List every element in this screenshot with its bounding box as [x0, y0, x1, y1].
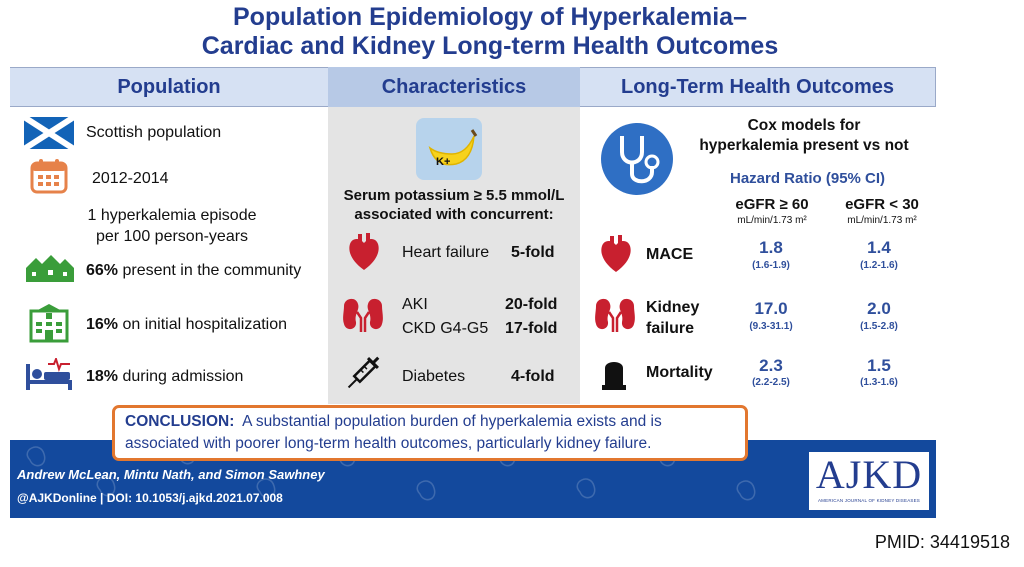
kidney-failure-label: Kidney failure	[646, 297, 699, 339]
egfr-low-unit: mL/min/1.73 m²	[847, 215, 917, 226]
community-label: present in the community	[118, 262, 302, 279]
header-outcomes: Long-Term Health Outcomes	[580, 67, 936, 107]
stethoscope-icon	[600, 122, 674, 201]
kidney-high-value: 17.0	[754, 299, 788, 318]
kidney-failure-icon	[592, 296, 638, 339]
heart-failure-label: Heart failure	[402, 244, 490, 261]
header-population: Population	[10, 67, 328, 107]
aki-value: 20-fold	[505, 296, 558, 313]
mace-high-value: 1.8	[759, 238, 783, 257]
kidney-label-line-2: failure	[646, 320, 695, 337]
ckd-value: 17-fold	[505, 320, 558, 337]
diabetes-label: Diabetes	[402, 368, 466, 385]
community-percent: 66%	[86, 262, 119, 279]
heart-icon	[346, 232, 382, 277]
kidney-low-value: 2.0	[867, 299, 891, 318]
episode-line-1: 1 hyperkalemia episode	[87, 207, 257, 224]
ajkd-logo-subtitle: AMERICAN JOURNAL OF KIDNEY DISEASES	[817, 498, 921, 503]
episode-line-2: per 100 person-years	[95, 228, 249, 245]
mortality-high-ci: (2.2-2.5)	[752, 377, 790, 388]
mace-heart-icon	[598, 234, 634, 279]
ajkd-logo-text: AJKD	[815, 452, 923, 497]
serum-potassium-intro: Serum potassium ≥ 5.5 mmol/L associated …	[328, 186, 580, 224]
hospitalization-percent: 16%	[86, 316, 119, 333]
hazard-ratio-label: Hazard Ratio (95% CI)	[730, 170, 886, 187]
tombstone-icon	[602, 356, 626, 395]
houses-icon	[24, 254, 76, 289]
cox-models-text: Cox models for hyperkalemia present vs n…	[684, 116, 924, 156]
conclusion-line-2: associated with poorer long-term health …	[125, 435, 652, 452]
conclusion-label: CONCLUSION:	[125, 413, 235, 430]
page-title: Population Epidemiology of Hyperkalemia–…	[0, 3, 980, 61]
intro-line-1: Serum potassium ≥ 5.5 mmol/L	[343, 187, 565, 204]
egfr-low-header: eGFR < 30	[845, 196, 919, 213]
ajkd-logo: AJKD AMERICAN JOURNAL OF KIDNEY DISEASES	[807, 450, 931, 512]
ckd-label: CKD G4-G5	[402, 320, 489, 337]
admission-percent: 18%	[86, 368, 119, 385]
kidney-low-ci: (1.5-2.8)	[860, 321, 898, 332]
egfr-high-unit: mL/min/1.73 m²	[737, 215, 807, 226]
mortality-low-value: 1.5	[867, 356, 891, 375]
mace-low-value: 1.4	[867, 238, 891, 257]
aki-label: AKI	[402, 296, 428, 313]
mace-low-ci: (1.2-1.6)	[860, 260, 898, 271]
title-line-1: Population Epidemiology of Hyperkalemia–	[233, 3, 747, 31]
scotland-flag-icon	[24, 117, 74, 149]
intro-line-2: associated with concurrent:	[354, 206, 554, 223]
conclusion-line-1: A substantial population burden of hyper…	[242, 413, 662, 430]
hospitalization-text: 16% on initial hospitalization	[86, 316, 287, 334]
calendar-icon	[30, 158, 68, 199]
heart-failure-value: 5-fold	[511, 244, 555, 261]
syringe-icon	[344, 355, 380, 398]
hospitalization-label: on initial hospitalization	[118, 316, 288, 333]
cox-line-1: Cox models for	[747, 117, 861, 134]
mortality-low-ci: (1.3-1.6)	[860, 377, 898, 388]
admission-text: 18% during admission	[86, 368, 243, 386]
mortality-high-value: 2.3	[759, 356, 783, 375]
hospital-icon	[28, 303, 70, 348]
diabetes-value: 4-fold	[511, 368, 555, 385]
mortality-label: Mortality	[646, 364, 713, 381]
cox-line-2: hyperkalemia present vs not	[699, 137, 909, 154]
kidney-label-line-1: Kidney	[646, 299, 700, 316]
community-text: 66% present in the community	[86, 262, 301, 280]
hospital-bed-icon	[24, 355, 74, 397]
pmid-label: PMID: 34419518	[874, 532, 1010, 552]
episode-rate-text: 1 hyperkalemia episode per 100 person-ye…	[62, 205, 282, 247]
years-text: 2012-2014	[92, 170, 169, 187]
kidney-icon	[340, 296, 386, 339]
mace-high-ci: (1.6-1.9)	[752, 260, 790, 271]
conclusion-box: CONCLUSION: A substantial population bur…	[112, 405, 748, 461]
kidney-high-ci: (9.3-31.1)	[749, 321, 793, 332]
mace-label: MACE	[646, 246, 694, 263]
authors-text: Andrew McLean, Mintu Nath, and Simon Saw…	[17, 467, 325, 482]
banana-label: K+	[436, 156, 451, 168]
admission-label: during admission	[118, 368, 244, 385]
title-line-2: Cardiac and Kidney Long-term Health Outc…	[201, 32, 779, 60]
potassium-banana-icon: K+	[416, 118, 482, 180]
doi-text: @AJKDonline | DOI: 10.1053/j.ajkd.2021.0…	[17, 491, 283, 505]
egfr-high-header: eGFR ≥ 60	[735, 196, 809, 213]
scottish-population-text: Scottish population	[86, 124, 222, 141]
header-characteristics: Characteristics	[328, 67, 580, 107]
